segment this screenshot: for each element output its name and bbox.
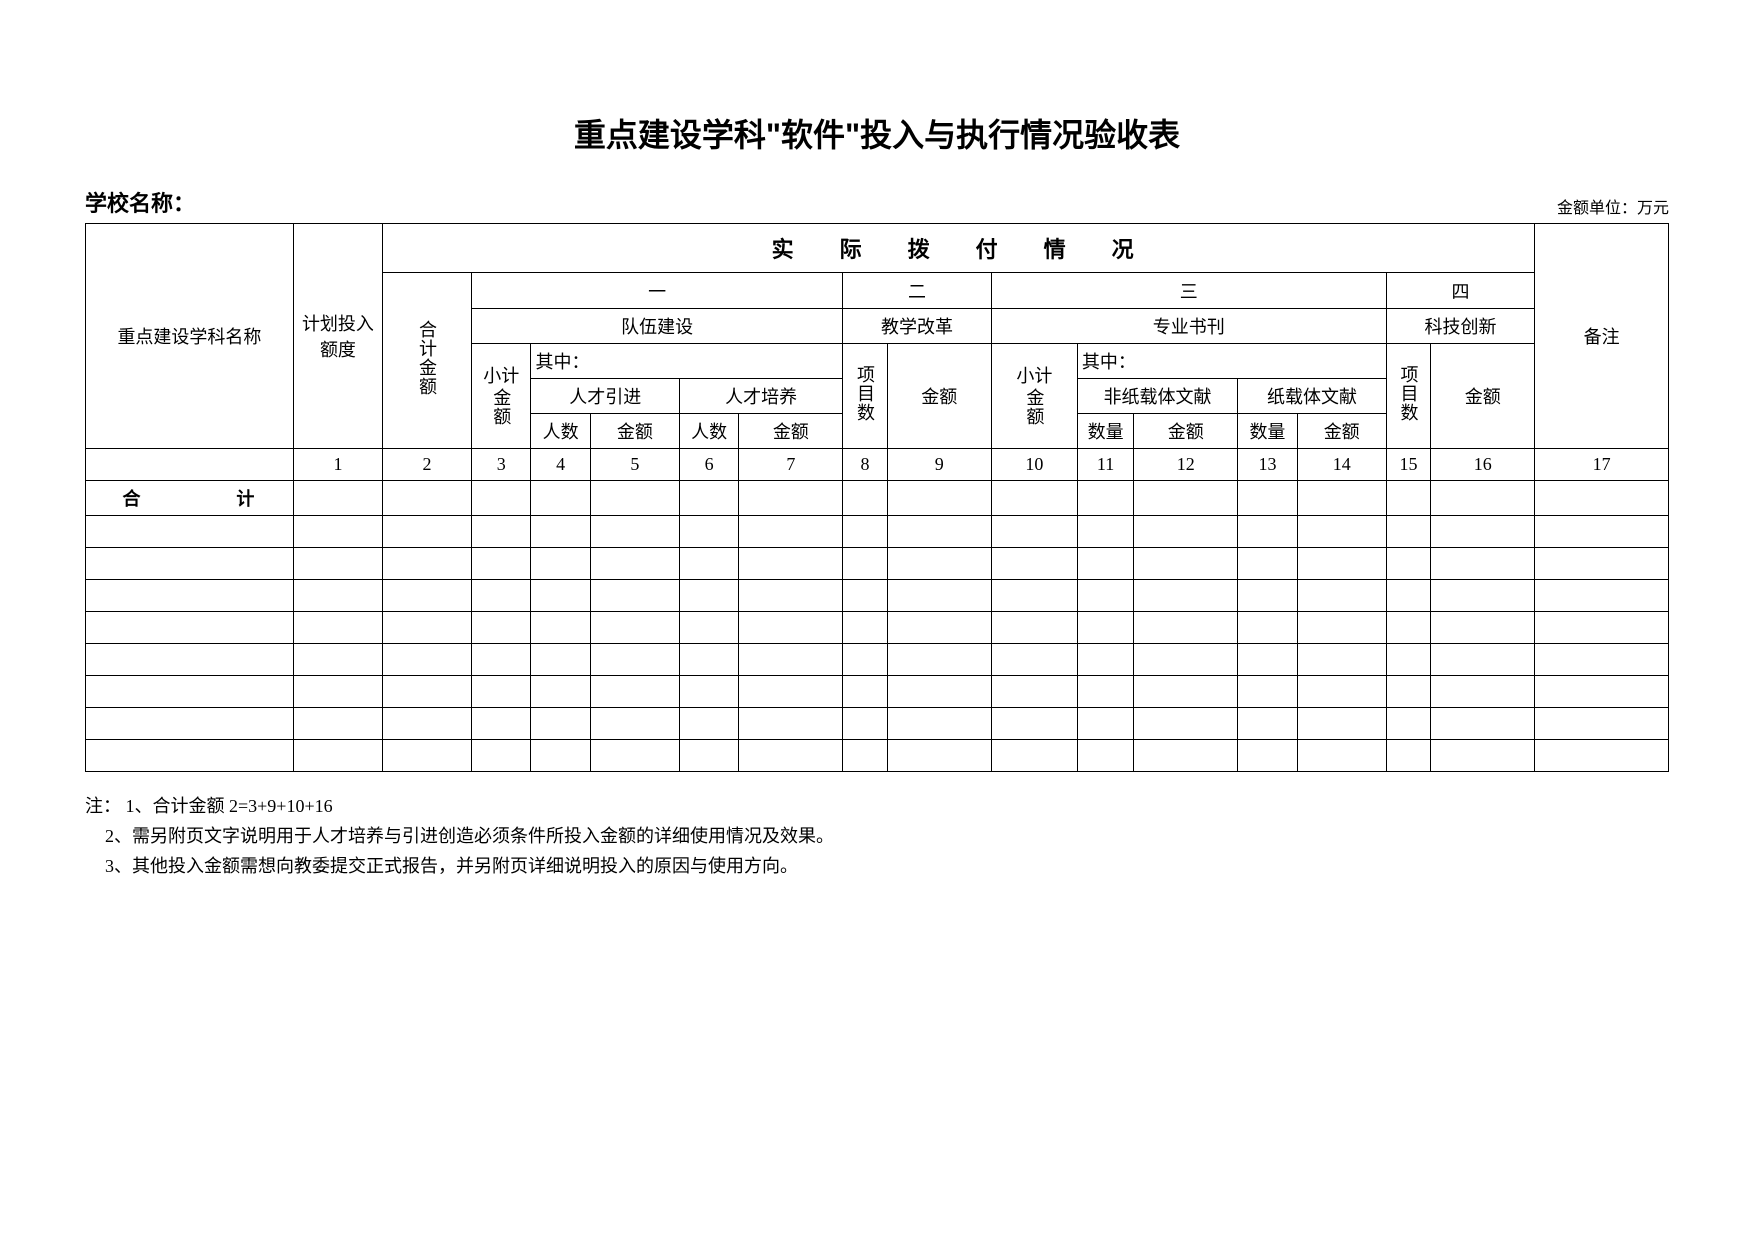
subtotal-three: 小计金额 [991, 344, 1077, 449]
col-num: 6 [679, 449, 738, 481]
table-row [86, 548, 1669, 580]
col-num: 15 [1386, 449, 1431, 481]
col-num: 7 [739, 449, 843, 481]
col-num: 11 [1077, 449, 1133, 481]
col-num: 9 [887, 449, 991, 481]
qty-3a: 数量 [1077, 414, 1133, 449]
people-1b: 人数 [679, 414, 738, 449]
section-three: 三 [991, 273, 1386, 309]
amount-1b: 金额 [739, 414, 843, 449]
table-row [86, 676, 1669, 708]
col-num: 1 [293, 449, 382, 481]
unit-label: 金额单位：万元 [1557, 194, 1669, 218]
page-title: 重点建设学科"软件"投入与执行情况验收表 [85, 110, 1669, 156]
note-3: 3、其他投入金额需想向教委提交正式报告，并另附页详细说明投入的原因与使用方向。 [85, 852, 1669, 878]
main-table: 重点建设学科名称 计划投入额度 实 际 拨 付 情 况 备注 合计金额 一 二 … [85, 223, 1669, 772]
talent-in: 人才引进 [531, 379, 679, 414]
table-row [86, 708, 1669, 740]
subsection-tech: 科技创新 [1386, 309, 1535, 344]
col-remark: 备注 [1535, 224, 1669, 449]
note-2: 2、需另附页文字说明用于人才培养与引进创造必须条件所投入金额的详细使用情况及效果… [85, 822, 1669, 848]
subsection-journal: 专业书刊 [991, 309, 1386, 344]
amount-3b: 金额 [1297, 414, 1386, 449]
col-num: 10 [991, 449, 1077, 481]
col-num: 3 [472, 449, 531, 481]
of-which-3: 其中： [1077, 344, 1386, 379]
total-row: 合 计 [86, 481, 1669, 516]
note-1: 注： 1、合计金额 2=3+9+10+16 [85, 792, 1669, 818]
subsection-team: 队伍建设 [472, 309, 843, 344]
talent-train: 人才培养 [679, 379, 842, 414]
col-plan: 计划投入额度 [293, 224, 382, 449]
school-name-label: 学校名称： [85, 186, 195, 218]
projects-4: 项目数 [1386, 344, 1431, 449]
col-num: 8 [843, 449, 888, 481]
notes: 注： 1、合计金额 2=3+9+10+16 2、需另附页文字说明用于人才培养与引… [85, 792, 1669, 878]
col-subject: 重点建设学科名称 [86, 224, 294, 449]
col-num: 12 [1134, 449, 1238, 481]
col-num: 17 [1535, 449, 1669, 481]
table-row [86, 644, 1669, 676]
amount-3a: 金额 [1134, 414, 1238, 449]
of-which-1: 其中： [531, 344, 843, 379]
col-num: 13 [1238, 449, 1297, 481]
col-num: 2 [382, 449, 471, 481]
amount-tech: 金额 [1431, 344, 1535, 449]
people-1a: 人数 [531, 414, 590, 449]
qty-3b: 数量 [1238, 414, 1297, 449]
table-row [86, 612, 1669, 644]
col-total: 合计金额 [382, 273, 471, 449]
col-num: 5 [590, 449, 679, 481]
table-row [86, 580, 1669, 612]
total-label: 合 计 [86, 481, 294, 516]
col-num: 16 [1431, 449, 1535, 481]
column-numbers-row: 1234567891011121314151617 [86, 449, 1669, 481]
paper: 纸载体文献 [1238, 379, 1386, 414]
table-row [86, 740, 1669, 772]
col-num: 4 [531, 449, 590, 481]
section-one: 一 [472, 273, 843, 309]
section-four: 四 [1386, 273, 1535, 309]
projects-2: 项目数 [843, 344, 888, 449]
col-num: 14 [1297, 449, 1386, 481]
amount-1a: 金额 [590, 414, 679, 449]
amount-edu: 金额 [887, 344, 991, 449]
table-row [86, 516, 1669, 548]
actual-payment-header: 实 际 拨 付 情 况 [382, 224, 1534, 273]
non-paper: 非纸载体文献 [1077, 379, 1237, 414]
subtotal-one: 小计金额 [472, 344, 531, 449]
subsection-edu: 教学改革 [843, 309, 991, 344]
section-two: 二 [843, 273, 991, 309]
